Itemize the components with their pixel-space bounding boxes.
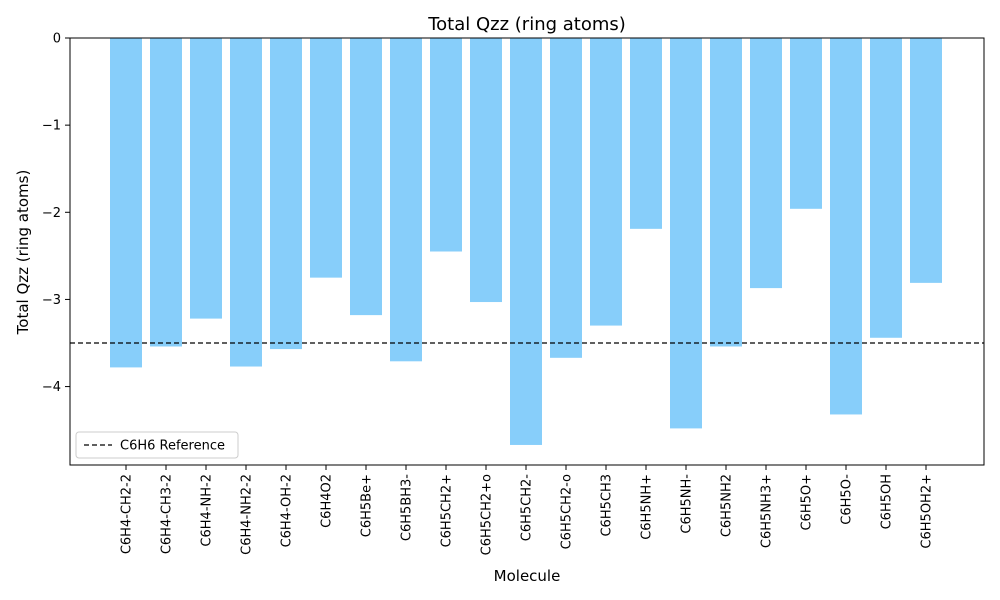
y-tick-label: 0 — [53, 32, 61, 47]
y-axis-label: Total Qzz (ring atoms) — [14, 170, 32, 336]
bar-C6H5O+ — [790, 38, 822, 209]
bar-C6H5CH2- — [510, 38, 542, 445]
x-tick-label: C6H4-CH3-2 — [160, 474, 175, 554]
x-tick-label: C6H4O2 — [320, 474, 335, 528]
x-tick-label: C6H5NH2 — [720, 474, 735, 537]
x-tick-label: C6H5OH2+ — [920, 474, 935, 549]
bar-C6H5CH2+ — [430, 38, 462, 252]
bar-C6H4-NH-2 — [190, 38, 222, 319]
x-tick-label: C6H5NH+ — [640, 474, 655, 540]
y-tick-label: −1 — [42, 119, 61, 134]
plot-frame — [69, 37, 985, 466]
legend: C6H6 Reference — [75, 431, 239, 459]
bar-C6H5O- — [830, 38, 862, 415]
bars-group — [110, 38, 942, 445]
bar-C6H5CH3 — [590, 38, 622, 326]
x-tick-label: C6H4-CH2-2 — [120, 474, 135, 554]
x-tick-label: C6H5NH- — [680, 474, 695, 534]
bar-C6H5NH2 — [710, 38, 742, 347]
x-tick-label: C6H4-OH-2 — [280, 474, 295, 547]
y-tick-label: −3 — [42, 293, 61, 308]
bar-C6H5OH2+ — [910, 38, 942, 283]
bar-C6H4-OH-2 — [270, 38, 302, 350]
x-tick-label: C6H5O+ — [800, 474, 815, 531]
x-tick-label: C6H5CH3 — [600, 474, 615, 537]
y-tick-label: −4 — [42, 380, 61, 395]
bar-C6H4O2 — [310, 38, 342, 278]
x-tick-label: C6H5NH3+ — [760, 474, 775, 548]
bar-C6H5NH- — [670, 38, 702, 429]
bar-C6H5CH2-o — [550, 38, 582, 358]
legend-box — [75, 431, 239, 459]
x-tick-label: C6H5O- — [840, 474, 855, 525]
x-tick-label: C6H5CH2+o — [480, 474, 495, 555]
bar-C6H5CH2+o — [470, 38, 502, 303]
x-axis-ticks: C6H4-CH2-2 C6H4-CH3-2 C6H4-NH-2 C6H4-NH2-2 C… — [120, 465, 935, 555]
x-tick-label: C6H4-NH2-2 — [240, 474, 255, 555]
x-axis-label: Molecule — [494, 567, 561, 585]
bar-C6H5BH3- — [390, 38, 422, 362]
bar-C6H5NH3+ — [750, 38, 782, 289]
y-axis-ticks: 0 −1 −2 −3 −4 — [42, 32, 70, 395]
x-tick-label: C6H4-NH-2 — [200, 474, 215, 547]
bar-C6H5Be+ — [350, 38, 382, 316]
bar-C6H5NH+ — [630, 38, 662, 229]
bar-C6H5OH — [870, 38, 902, 338]
chart-title: Total Qzz (ring atoms) — [427, 14, 626, 35]
y-tick-label: −2 — [42, 206, 61, 221]
bar-C6H4-CH2-2 — [110, 38, 142, 368]
x-tick-label: C6H5BH3- — [400, 474, 415, 541]
bar-C6H4-NH2-2 — [230, 38, 262, 367]
x-tick-label: C6H5CH2-o — [560, 474, 575, 549]
x-tick-label: C6H5CH2+ — [440, 474, 455, 547]
x-tick-label: C6H5Be+ — [360, 474, 375, 537]
x-tick-label: C6H5CH2- — [520, 474, 535, 542]
legend-reference-label: C6H6 Reference — [120, 439, 225, 454]
x-tick-label: C6H5OH — [880, 474, 895, 529]
bar-C6H4-CH3-2 — [150, 38, 182, 347]
